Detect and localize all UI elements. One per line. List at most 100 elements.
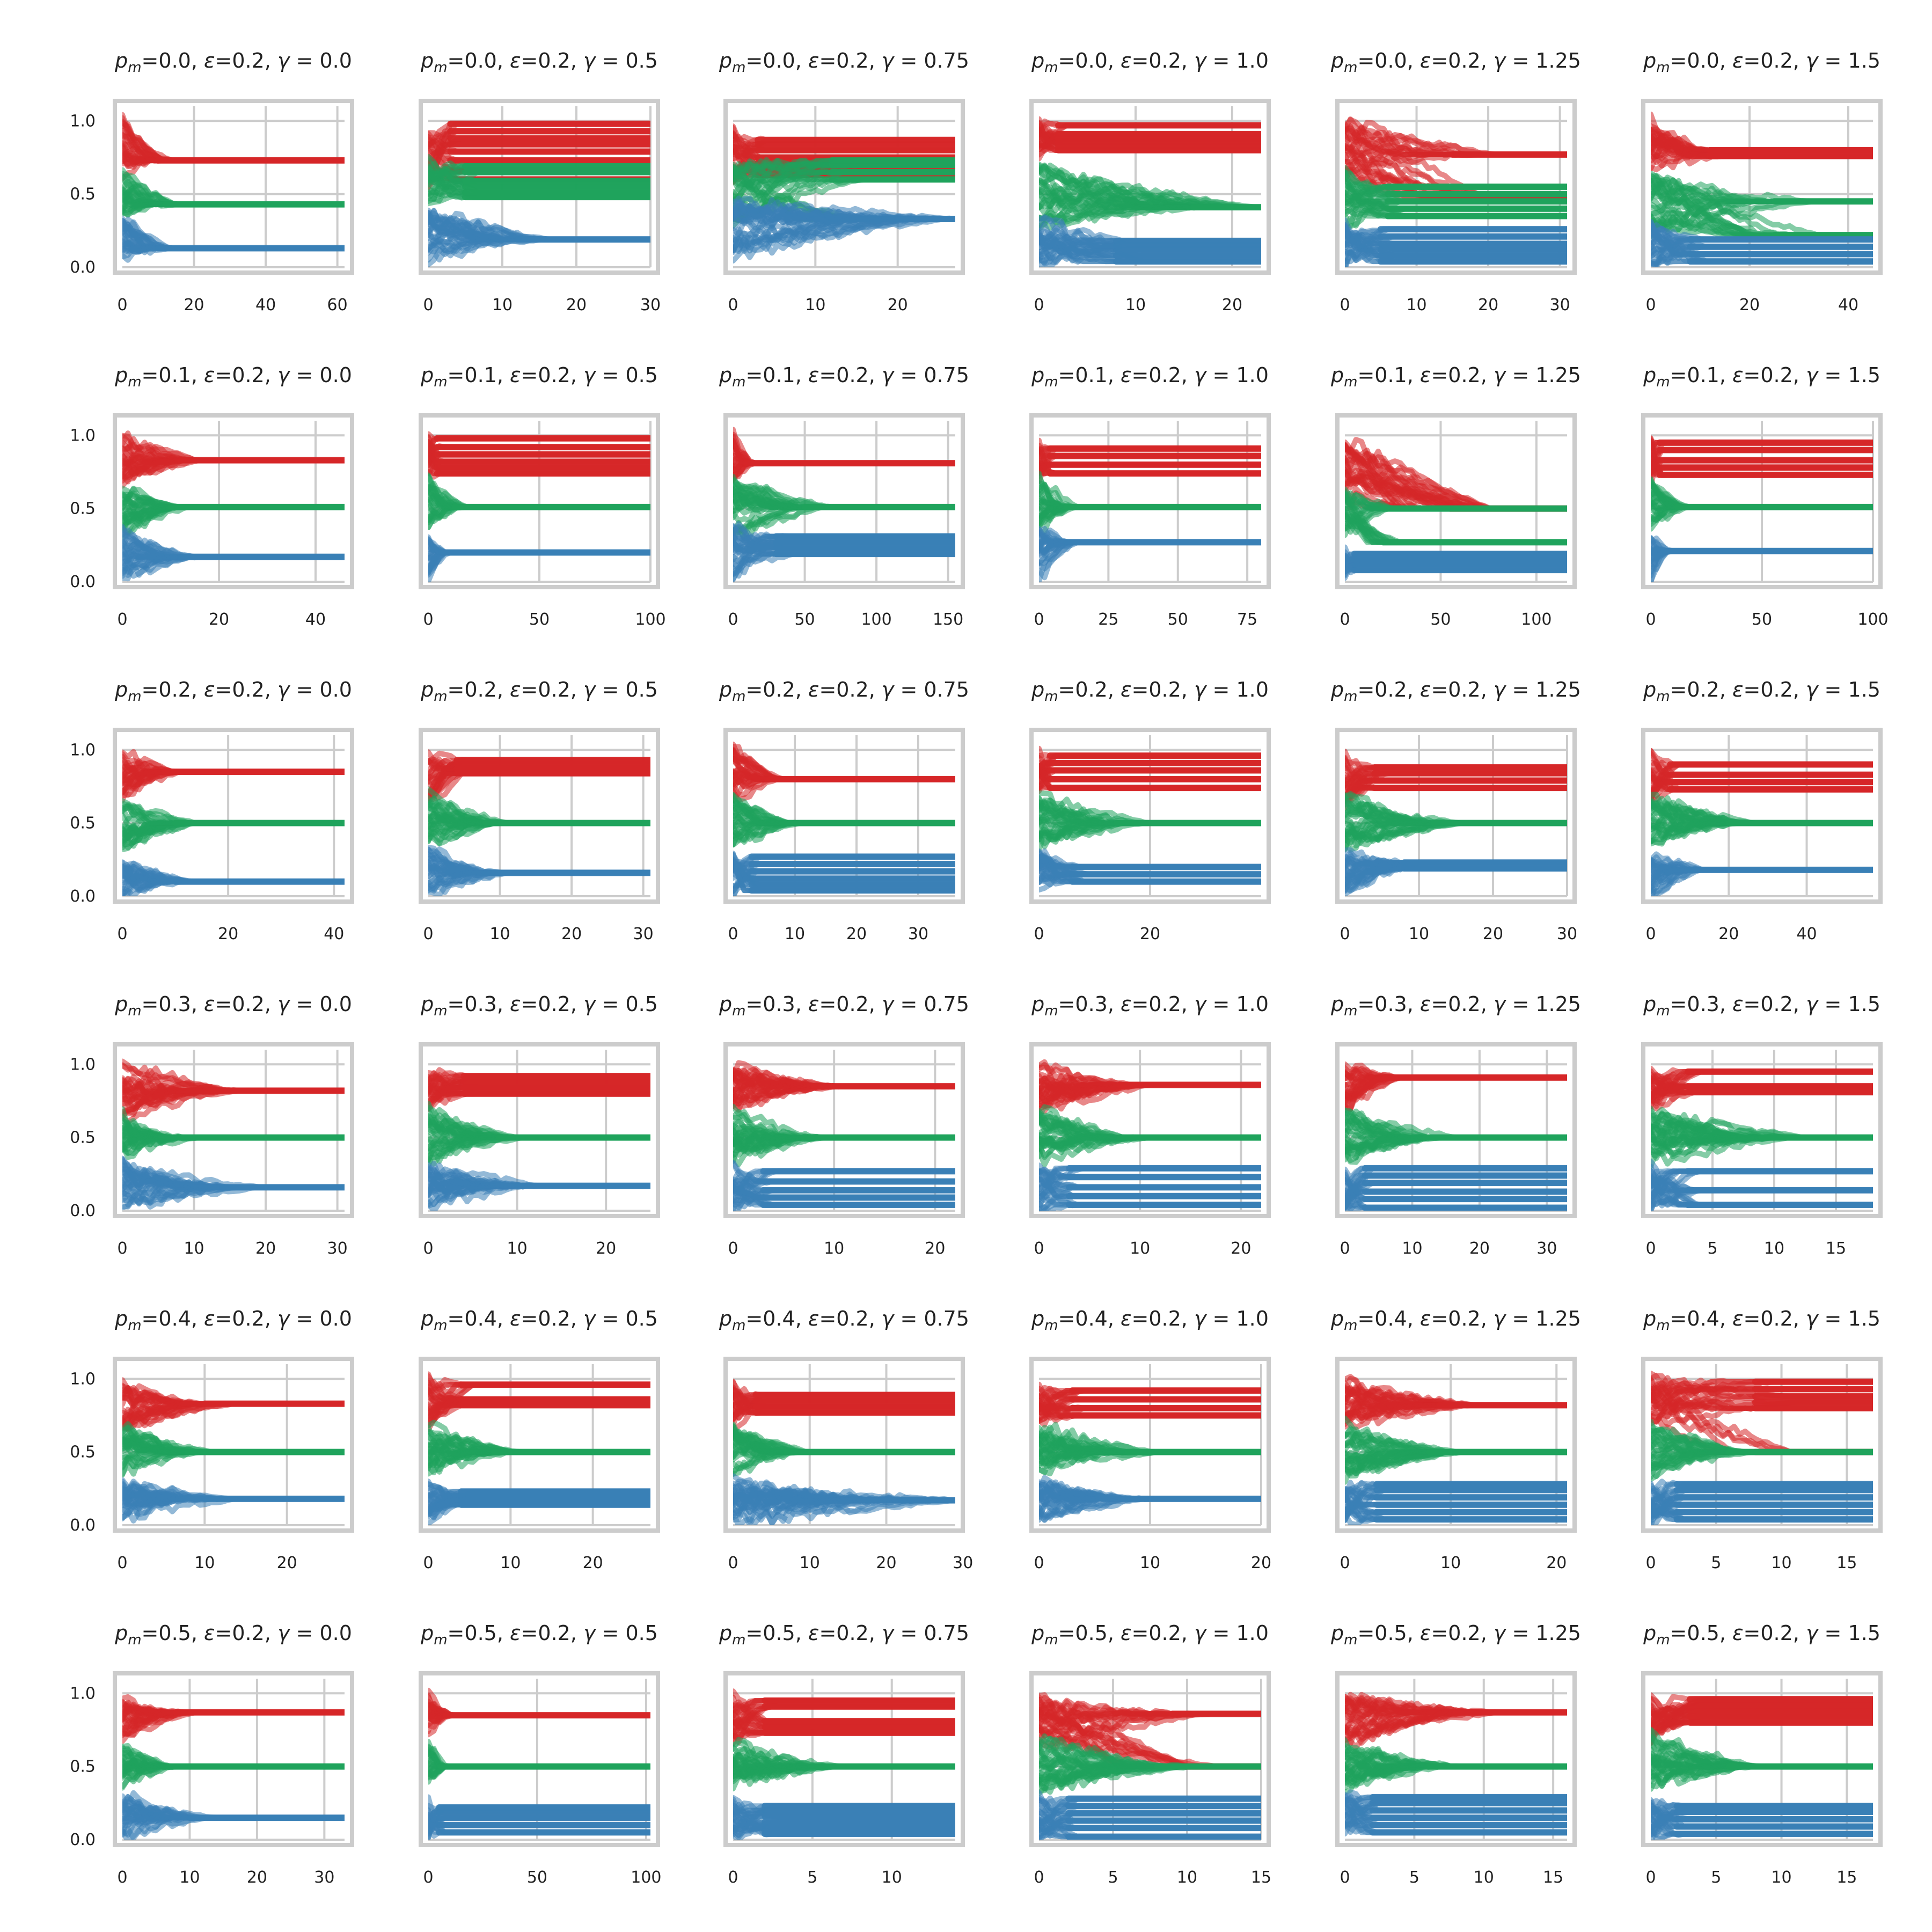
x-tick-label: 0	[117, 925, 127, 943]
panel-4-1: pm=0.3, ε=0.2, γ = 0.0 0.0 0.5 1.0 0 10 20 30	[70, 992, 354, 1258]
axes-frame	[723, 99, 965, 275]
x-tick-label: 20	[566, 296, 587, 314]
trajectories	[1039, 1381, 1261, 1523]
panel-6-1: pm=0.5, ε=0.2, γ = 0.0 0.0 0.5 1.0 0 10 20 30	[70, 1621, 354, 1887]
panel-title: pm=0.1, ε=0.2, γ = 1.25	[1330, 363, 1581, 390]
panel-5-6: pm=0.4, ε=0.2, γ = 1.5 0 5 10 15	[1641, 1307, 1883, 1572]
x-tick-label: 15	[1836, 1868, 1857, 1887]
x-tick-label: 10	[1402, 1239, 1422, 1258]
trajectories	[428, 749, 650, 896]
panel-3-4: pm=0.2, ε=0.2, γ = 1.0 0 20	[1029, 678, 1271, 943]
x-tick-label: 30	[314, 1868, 334, 1887]
x-tick-label: 50	[527, 1868, 547, 1887]
x-tick-label: 0	[423, 296, 433, 314]
trajectories	[1039, 437, 1261, 582]
x-tick-label: 0	[1034, 1868, 1044, 1887]
axes-frame	[1029, 1671, 1271, 1847]
axes-frame	[1029, 1357, 1271, 1533]
x-tick-label: 10	[489, 925, 510, 943]
x-tick-label: 10	[800, 1554, 820, 1572]
panel-5-3: pm=0.4, ε=0.2, γ = 0.75 0 10 20 30	[719, 1307, 973, 1572]
x-tick-label: 100	[1521, 610, 1552, 629]
x-tick-label: 20	[1739, 296, 1760, 314]
y-tick-label: 1.0	[70, 426, 96, 445]
panel-title: pm=0.5, ε=0.2, γ = 0.5	[420, 1621, 658, 1648]
x-tick-label: 0	[1034, 1554, 1044, 1572]
axes-frame	[723, 1357, 965, 1533]
panel-5-4: pm=0.4, ε=0.2, γ = 1.0 0 10 20	[1029, 1307, 1271, 1572]
panel-1-3: pm=0.0, ε=0.2, γ = 0.75 0 10 20	[719, 49, 969, 314]
y-tick-label: 1.0	[70, 112, 96, 130]
axes-frame	[1335, 1357, 1577, 1533]
x-tick-label: 10	[500, 1554, 521, 1572]
panel-2-6: pm=0.1, ε=0.2, γ = 1.5 0 50 100	[1641, 363, 1889, 629]
panel-title: pm=0.2, ε=0.2, γ = 1.5	[1643, 678, 1880, 705]
x-tick-label: 20	[561, 925, 582, 943]
x-tick-label: 0	[1340, 610, 1350, 629]
x-tick-label: 0	[423, 1554, 433, 1572]
x-tick-label: 0	[423, 1868, 433, 1887]
panel-title: pm=0.1, ε=0.2, γ = 0.75	[719, 363, 969, 390]
panel-title: pm=0.5, ε=0.2, γ = 0.0	[114, 1621, 352, 1648]
panel-title: pm=0.4, ε=0.2, γ = 1.25	[1330, 1307, 1581, 1334]
x-tick-label: 20	[876, 1554, 896, 1572]
x-tick-label: 15	[1826, 1239, 1846, 1258]
panel-3-1: pm=0.2, ε=0.2, γ = 0.0 0.0 0.5 1.0 0 20 40	[70, 678, 354, 943]
x-tick-label: 20	[218, 925, 238, 943]
x-tick-label: 20	[184, 296, 204, 314]
x-tick-label: 0	[1340, 925, 1350, 943]
x-tick-label: 20	[1483, 925, 1503, 943]
x-tick-label: 0	[1645, 1239, 1656, 1258]
trajectories	[1651, 111, 1873, 267]
trajectories	[122, 1377, 345, 1524]
y-tick-label: 0.0	[70, 887, 96, 906]
panel-3-5: pm=0.2, ε=0.2, γ = 1.25 0 10 20 30	[1330, 678, 1581, 943]
x-tick-label: 50	[794, 610, 815, 629]
x-tick-label: 40	[255, 296, 276, 314]
x-tick-label: 10	[1409, 925, 1429, 943]
trajectories	[1345, 1061, 1567, 1211]
panel-1-5: pm=0.0, ε=0.2, γ = 1.25 0 10 20 30	[1330, 49, 1581, 314]
trajectories	[428, 1067, 650, 1211]
trajectories	[1651, 748, 1873, 896]
panel-title: pm=0.1, ε=0.2, γ = 0.5	[420, 363, 658, 390]
panel-5-5: pm=0.4, ε=0.2, γ = 1.25 0 10 20	[1330, 1307, 1581, 1572]
axes-frame	[419, 728, 660, 904]
trajectories	[733, 427, 955, 582]
trajectories	[1345, 116, 1567, 267]
panel-title: pm=0.2, ε=0.2, γ = 1.25	[1330, 678, 1581, 705]
y-tick-label: 0.5	[70, 185, 96, 204]
y-tick-label: 1.0	[70, 1684, 96, 1703]
x-tick-label: 30	[327, 1239, 348, 1258]
y-tick-label: 0.5	[70, 1758, 96, 1776]
trajectories	[1651, 1065, 1873, 1211]
panel-6-5: pm=0.5, ε=0.2, γ = 1.25 0 5 10 15	[1330, 1621, 1581, 1887]
trajectories	[122, 112, 345, 263]
x-tick-label: 5	[1409, 1868, 1419, 1887]
trajectories	[733, 123, 955, 264]
axes-frame	[113, 413, 354, 589]
panel-title: pm=0.4, ε=0.2, γ = 0.75	[719, 1307, 969, 1334]
x-tick-label: 50	[1752, 610, 1772, 629]
x-tick-label: 10	[179, 1868, 200, 1887]
axes-frame	[1029, 728, 1271, 904]
x-tick-label: 50	[1168, 610, 1188, 629]
axes-frame	[113, 728, 354, 904]
x-tick-label: 25	[1098, 610, 1118, 629]
x-tick-label: 100	[631, 1868, 661, 1887]
y-tick-label: 0.5	[70, 500, 96, 518]
x-tick-label: 5	[1711, 1554, 1721, 1572]
panel-4-2: pm=0.3, ε=0.2, γ = 0.5 0 10 20	[419, 992, 660, 1258]
y-tick-label: 0.0	[70, 1516, 96, 1535]
trajectories	[428, 1687, 650, 1840]
x-tick-label: 10	[1771, 1868, 1791, 1887]
x-tick-label: 10	[194, 1554, 215, 1572]
panel-title: pm=0.3, ε=0.2, γ = 1.5	[1643, 992, 1880, 1019]
trajectories	[1039, 1059, 1261, 1211]
panel-title: pm=0.3, ε=0.2, γ = 0.75	[719, 992, 969, 1019]
panel-title: pm=0.0, ε=0.2, γ = 1.5	[1643, 49, 1880, 76]
axes-frame	[419, 99, 660, 275]
x-tick-label: 0	[1645, 925, 1656, 943]
y-tick-label: 0.0	[70, 258, 96, 277]
